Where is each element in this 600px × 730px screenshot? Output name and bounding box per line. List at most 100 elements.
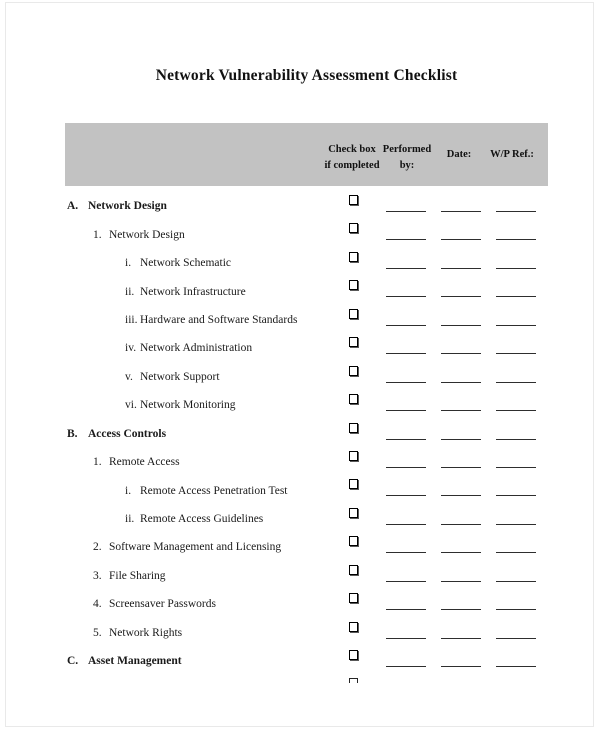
checklist-row: ii. Network Infrastructure: [0, 277, 600, 305]
performed-by-field[interactable]: [386, 523, 426, 525]
row-label: Remote Access: [109, 456, 180, 469]
checklist-row: vi. Network Monitoring: [0, 391, 600, 419]
wp-ref-field[interactable]: [496, 353, 536, 355]
wp-ref-field[interactable]: [496, 495, 536, 497]
row-marker: iv.: [125, 342, 137, 355]
checklist-row: iv. Network Administration: [0, 334, 600, 362]
row-marker: v.: [125, 370, 133, 383]
row-label: Access Controls: [88, 427, 167, 440]
date-field[interactable]: [441, 267, 481, 269]
row-label: Network Design: [109, 228, 185, 241]
row-marker: ii.: [125, 513, 135, 526]
empty-checkbox-icon[interactable]: [349, 593, 358, 604]
column-header-checkbox-line2: if completed: [324, 160, 380, 172]
empty-checkbox-icon[interactable]: [349, 536, 358, 547]
date-field[interactable]: [441, 410, 481, 412]
wp-ref-field[interactable]: [496, 637, 536, 639]
checklist-row: 1. Remote Access: [0, 448, 600, 476]
wp-ref-field[interactable]: [496, 267, 536, 269]
wp-ref-field[interactable]: [496, 211, 536, 212]
checklist-row: 3. File Sharing: [0, 562, 600, 590]
date-field[interactable]: [441, 438, 481, 440]
date-field[interactable]: [441, 239, 481, 241]
wp-ref-field[interactable]: [496, 410, 536, 412]
empty-checkbox-icon[interactable]: [349, 251, 358, 262]
empty-checkbox-icon[interactable]: [349, 621, 358, 632]
performed-by-field[interactable]: [386, 666, 426, 667]
date-field[interactable]: [441, 466, 481, 468]
empty-checkbox-icon[interactable]: [349, 479, 358, 490]
empty-checkbox-icon[interactable]: [349, 564, 358, 575]
empty-checkbox-icon[interactable]: [349, 308, 358, 319]
checklist-row: B. Access Controls: [0, 420, 600, 448]
performed-by-field[interactable]: [386, 495, 426, 497]
wp-ref-field[interactable]: [496, 666, 536, 667]
performed-by-field[interactable]: [386, 580, 426, 582]
checklist-row: v. Network Support: [0, 363, 600, 391]
performed-by-field[interactable]: [386, 211, 426, 212]
row-marker: 4.: [93, 598, 102, 611]
date-field[interactable]: [441, 495, 481, 497]
performed-by-field[interactable]: [386, 552, 426, 554]
wp-ref-field[interactable]: [496, 466, 536, 468]
wp-ref-field[interactable]: [496, 438, 536, 440]
performed-by-field[interactable]: [386, 296, 426, 298]
empty-checkbox-icon[interactable]: [349, 507, 358, 518]
wp-ref-field[interactable]: [496, 324, 536, 326]
date-field[interactable]: [441, 523, 481, 525]
date-field[interactable]: [441, 637, 481, 639]
empty-checkbox-icon[interactable]: [349, 450, 358, 461]
empty-checkbox-icon[interactable]: [349, 422, 358, 433]
checklist-row: A. Network Design: [0, 192, 600, 220]
performed-by-field[interactable]: [386, 637, 426, 639]
performed-by-field[interactable]: [386, 324, 426, 326]
wp-ref-field[interactable]: [496, 580, 536, 582]
checklist-row: iii. Hardware and Software Standards: [0, 306, 600, 334]
date-field[interactable]: [441, 353, 481, 355]
date-field[interactable]: [441, 381, 481, 383]
date-field[interactable]: [441, 666, 481, 667]
performed-by-field[interactable]: [386, 466, 426, 468]
wp-ref-field[interactable]: [496, 381, 536, 383]
row-label: Network Support: [140, 370, 220, 383]
wp-ref-field[interactable]: [496, 239, 536, 241]
performed-by-field[interactable]: [386, 410, 426, 412]
empty-checkbox-icon[interactable]: [349, 678, 358, 684]
column-header-performed-by-line1: Performed: [382, 144, 432, 155]
date-field[interactable]: [441, 609, 481, 611]
date-field[interactable]: [441, 211, 481, 212]
date-field[interactable]: [441, 296, 481, 298]
performed-by-field[interactable]: [386, 381, 426, 383]
row-marker: 1.: [93, 456, 102, 469]
checklist-row: i. Remote Access Penetration Test: [0, 476, 600, 504]
performed-by-field[interactable]: [386, 267, 426, 269]
empty-checkbox-icon[interactable]: [349, 365, 358, 376]
checklist-row: ii. Remote Access Guidelines: [0, 505, 600, 533]
row-label: Network Rights: [109, 626, 183, 639]
performed-by-field[interactable]: [386, 438, 426, 440]
empty-checkbox-icon[interactable]: [349, 394, 358, 405]
row-label: File Sharing: [109, 569, 166, 582]
date-field[interactable]: [441, 552, 481, 554]
column-header-performed-by: Performed by:: [367, 142, 447, 175]
date-field[interactable]: [441, 324, 481, 326]
empty-checkbox-icon[interactable]: [349, 280, 358, 291]
empty-checkbox-icon[interactable]: [349, 337, 358, 348]
wp-ref-field[interactable]: [496, 296, 536, 298]
empty-checkbox-icon[interactable]: [349, 650, 358, 660]
wp-ref-field[interactable]: [496, 609, 536, 611]
row-label: Screensaver Passwords: [109, 598, 216, 611]
performed-by-field[interactable]: [386, 239, 426, 241]
wp-ref-field[interactable]: [496, 552, 536, 554]
wp-ref-field[interactable]: [496, 523, 536, 525]
empty-checkbox-icon[interactable]: [349, 195, 358, 205]
performed-by-field[interactable]: [386, 353, 426, 355]
row-label: Asset Management: [88, 655, 182, 668]
empty-checkbox-icon[interactable]: [349, 223, 358, 234]
date-field[interactable]: [441, 580, 481, 582]
performed-by-field[interactable]: [386, 609, 426, 611]
page-frame: [5, 2, 594, 727]
row-marker: i.: [125, 484, 132, 497]
column-header-wp-ref: W/P Ref.:: [477, 147, 547, 163]
row-label: Software Management and Licensing: [109, 541, 282, 554]
